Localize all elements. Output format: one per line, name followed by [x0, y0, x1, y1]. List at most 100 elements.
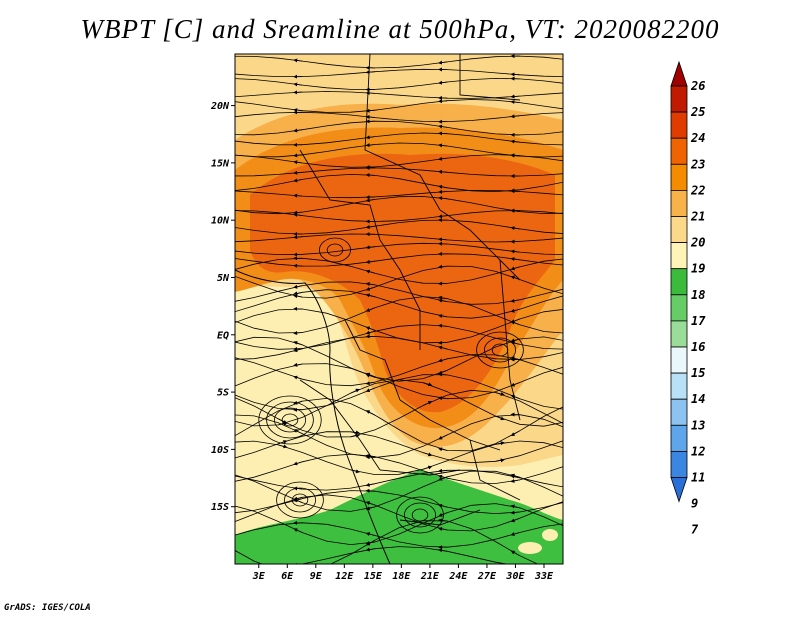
streamline-arrow — [495, 441, 505, 446]
streamline-arrow — [510, 318, 520, 323]
streamline-eddy — [403, 502, 436, 528]
streamline-arrow — [365, 286, 375, 291]
lat-tick-label: 20N — [210, 101, 230, 112]
streamline-arrow — [438, 124, 448, 129]
streamline-arrow — [438, 169, 448, 174]
streamline-arrow — [365, 547, 375, 552]
colorbar-swatch — [670, 372, 688, 400]
streamline-arrow — [293, 108, 303, 113]
streamline-arrow — [350, 388, 360, 394]
streamline-arrow — [365, 115, 375, 119]
colorbar-top-arrow — [670, 60, 688, 87]
streamline-arrow — [438, 99, 448, 104]
colorbar-swatch — [670, 450, 688, 478]
streamline-arrow — [495, 392, 505, 396]
streamline-arrow — [365, 269, 375, 274]
colorbar-swatch — [670, 242, 688, 270]
streamline-arrow — [293, 210, 303, 215]
streamline-eddy — [266, 401, 314, 439]
streamline-arrow — [438, 323, 448, 328]
lon-tick-label: 27E — [477, 571, 497, 582]
streamline-arrow — [510, 532, 520, 536]
streamline-arrow — [438, 358, 448, 363]
streamline-arrow — [438, 264, 448, 269]
streamline-arrow — [510, 226, 520, 231]
streamline-arrow — [365, 108, 375, 113]
streamline-arrow — [510, 478, 520, 483]
streamlines — [235, 54, 563, 564]
colorbar-label: 21 — [690, 210, 705, 224]
colorbar-label: 23 — [690, 157, 705, 171]
streamline-arrow — [365, 387, 376, 393]
map-title: WBPT [C] and Sreamline at 500hPa, VT: 20… — [80, 14, 720, 44]
streamline-arrow — [438, 474, 448, 479]
streamline-arrow — [510, 100, 520, 104]
streamline-arrow — [510, 298, 520, 303]
streamline-arrow — [438, 60, 448, 65]
streamline-arrow — [510, 94, 520, 99]
streamline-arrow — [365, 532, 375, 536]
colorbar-swatch — [670, 268, 688, 296]
streamline-arrow — [293, 341, 303, 346]
streamline-arrow — [365, 259, 375, 264]
streamline-arrow — [365, 501, 375, 506]
streamline-arrow — [293, 375, 303, 380]
colorbar-swatch — [670, 111, 688, 139]
streamline-arrow — [438, 298, 448, 303]
streamline-arrow — [293, 153, 303, 158]
colorbar-label: 14 — [691, 392, 705, 406]
colorbar-bottom-arrow — [670, 477, 688, 503]
colorbar-label: 26 — [690, 79, 705, 93]
lon-tick-label: 6E — [281, 571, 294, 582]
streamline-arrow — [293, 58, 303, 63]
colorbar-swatch — [670, 163, 688, 191]
lat-tick-label: 15N — [211, 158, 230, 169]
streamline-arrow — [293, 193, 303, 198]
streamline-arrow — [510, 72, 520, 77]
streamline-arrow — [438, 476, 448, 481]
streamline-arrow — [438, 314, 448, 318]
country-borders — [299, 54, 521, 526]
streamline-arrow — [438, 447, 448, 452]
streamline-arrow — [293, 178, 303, 183]
streamline-eddy — [281, 413, 299, 427]
streamline-eddy — [283, 487, 316, 513]
colorbar-label: 16 — [691, 340, 705, 354]
lat-tick-label: 10N — [211, 216, 230, 227]
lon-tick-label: 9E — [310, 571, 323, 582]
colorbar: 26 25 24 23 22 21 20 19 18 17 16 15 14 13 12 11 9 7 — [670, 60, 706, 537]
streamline-arrow — [438, 434, 448, 440]
streamline-arrow — [293, 331, 303, 336]
streamline-arrow — [365, 506, 375, 511]
streamline-arrow — [438, 196, 448, 201]
colorbar-swatch — [670, 294, 688, 322]
colorbar-label: 18 — [691, 288, 705, 302]
credit-footer: GrADS: IGES/COLA — [4, 603, 91, 613]
lon-tick-label: 18E — [392, 571, 411, 582]
streamline-arrow — [438, 156, 448, 161]
streamline-arrow — [510, 517, 520, 523]
colorbar-swatch — [670, 216, 688, 244]
streamline-arrow — [365, 326, 376, 331]
streamline-arrow — [510, 249, 520, 254]
temperature-field-18 — [235, 470, 563, 564]
streamline-arrow — [293, 348, 303, 353]
colorbar-swatch — [670, 398, 688, 426]
streamline-arrow — [438, 468, 448, 473]
streamline-arrow — [293, 362, 303, 367]
colorbar-swatch — [670, 85, 688, 113]
streamline-eddy — [318, 237, 351, 263]
lat-tick-label: EQ — [217, 330, 229, 341]
streamline-arrow — [365, 372, 376, 378]
colorbar-swatch — [670, 137, 688, 165]
streamline-eddy — [276, 481, 324, 519]
streamline-arrow — [495, 458, 505, 463]
streamline-arrow — [365, 381, 375, 386]
lat-tick-label: 5S — [217, 388, 229, 399]
streamline-arrow — [510, 382, 520, 387]
lat-tick-label: 10S — [211, 445, 229, 456]
colorbar-label: 22 — [690, 183, 705, 197]
streamline-arrow — [278, 444, 288, 449]
colorbar-label: 13 — [691, 418, 705, 432]
streamline-arrow — [423, 382, 433, 387]
